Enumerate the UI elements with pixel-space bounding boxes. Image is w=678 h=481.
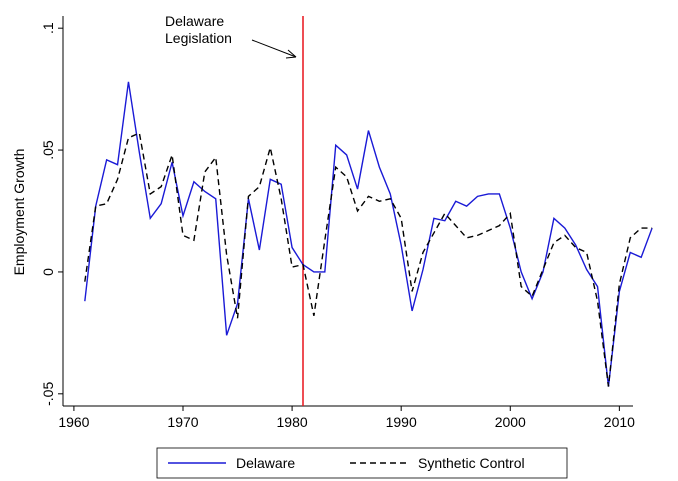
- y-tick-label: .1: [40, 22, 56, 34]
- annotation-line: Delaware: [165, 13, 224, 29]
- series-line: [84, 81, 653, 387]
- x-tick-label: 1990: [386, 414, 417, 430]
- legend-label: Synthetic Control: [418, 455, 525, 471]
- x-tick-label: 2010: [604, 414, 635, 430]
- annotation-line: Legislation: [165, 30, 232, 46]
- x-tick-label: 2000: [495, 414, 526, 430]
- legend-label: Delaware: [236, 455, 295, 471]
- y-axis-label: Employment Growth: [11, 149, 27, 276]
- x-tick-label: 1980: [277, 414, 308, 430]
- x-tick-label: 1960: [58, 414, 89, 430]
- series-line: [84, 131, 653, 387]
- annotation-arrowhead: [285, 49, 297, 59]
- y-tick-label: .05: [40, 140, 56, 160]
- x-tick-label: 1970: [167, 414, 198, 430]
- annotation-arrow: [251, 39, 297, 58]
- y-tick-label: 0: [40, 268, 56, 276]
- y-tick-label: -.05: [40, 382, 56, 406]
